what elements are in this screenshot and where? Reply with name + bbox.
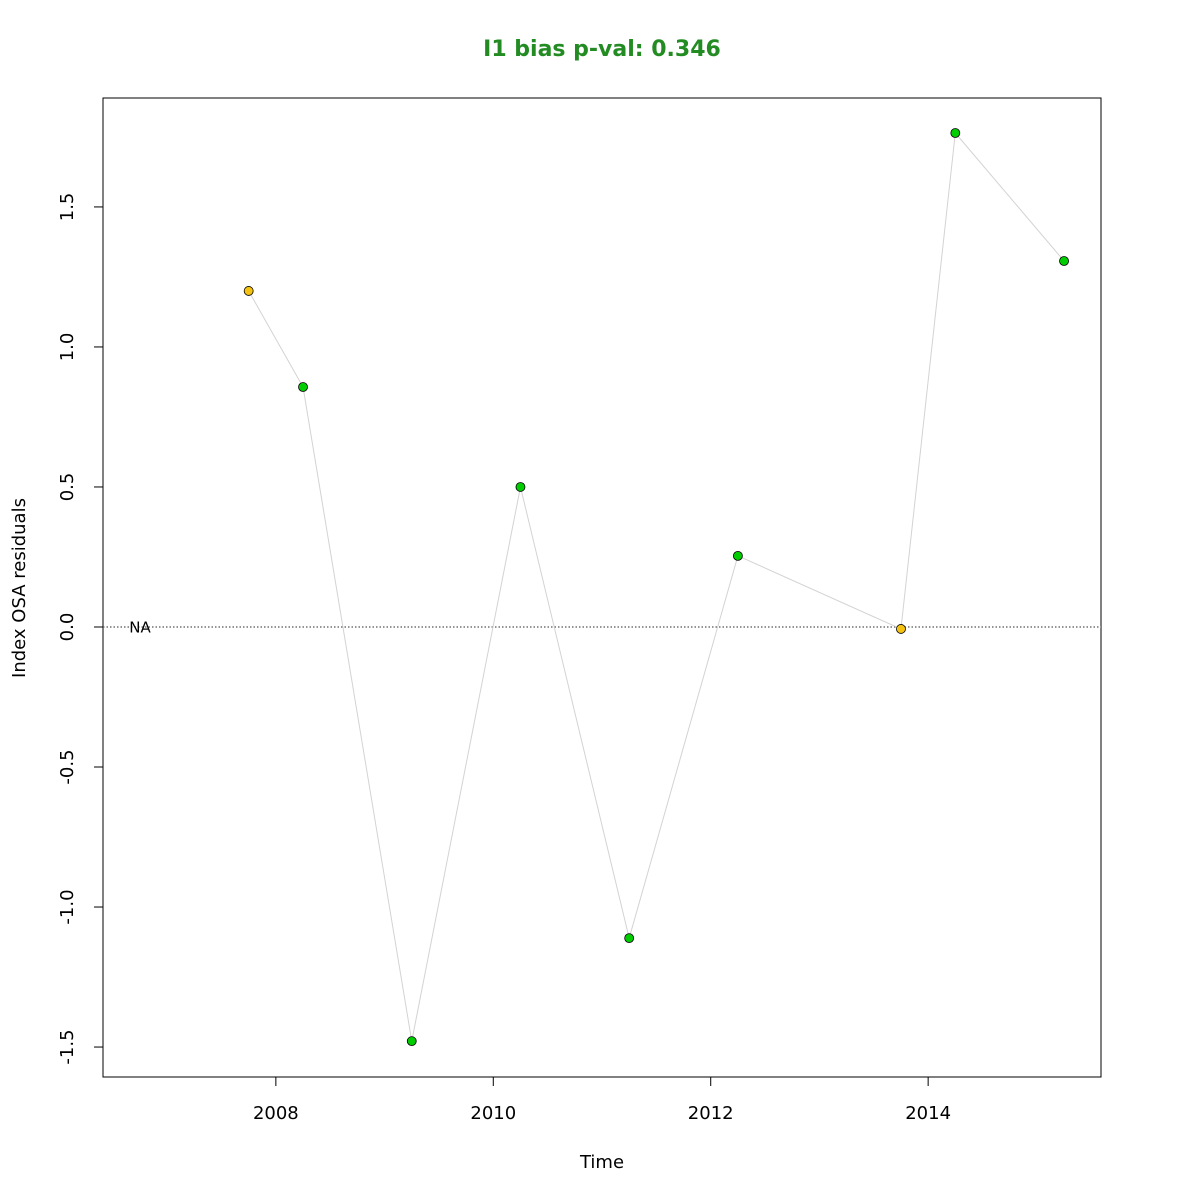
data-point: [732, 550, 743, 561]
data-point: [624, 933, 635, 944]
data-point: [896, 624, 906, 634]
y-tick-label: -0.5: [57, 749, 78, 784]
y-tick-label: -1.0: [57, 889, 78, 924]
data-point: [950, 128, 961, 138]
x-tick-label: 2008: [253, 1103, 299, 1124]
y-tick-label: 1.0: [57, 333, 78, 362]
data-point: [515, 482, 526, 492]
x-tick-label: 2012: [688, 1103, 734, 1124]
x-tick-label: 2010: [470, 1103, 516, 1124]
y-tick-label: -1.5: [57, 1029, 78, 1064]
y-tick-label: 1.5: [57, 193, 78, 222]
y-axis-label: Index OSA residuals: [9, 498, 30, 678]
x-tick-label: 2014: [905, 1103, 951, 1124]
chart-title: I1 bias p-val: 0.346: [483, 37, 721, 62]
data-point: [298, 382, 308, 392]
annotation: NA: [129, 618, 151, 636]
x-axis-label: Time: [579, 1152, 624, 1173]
data-point: [243, 286, 254, 296]
y-tick-label: 0.0: [57, 613, 78, 642]
data-point: [406, 1036, 417, 1047]
y-tick-label: 0.5: [57, 473, 78, 502]
data-point: [1059, 256, 1069, 266]
plot-frame: [102, 97, 1102, 1078]
